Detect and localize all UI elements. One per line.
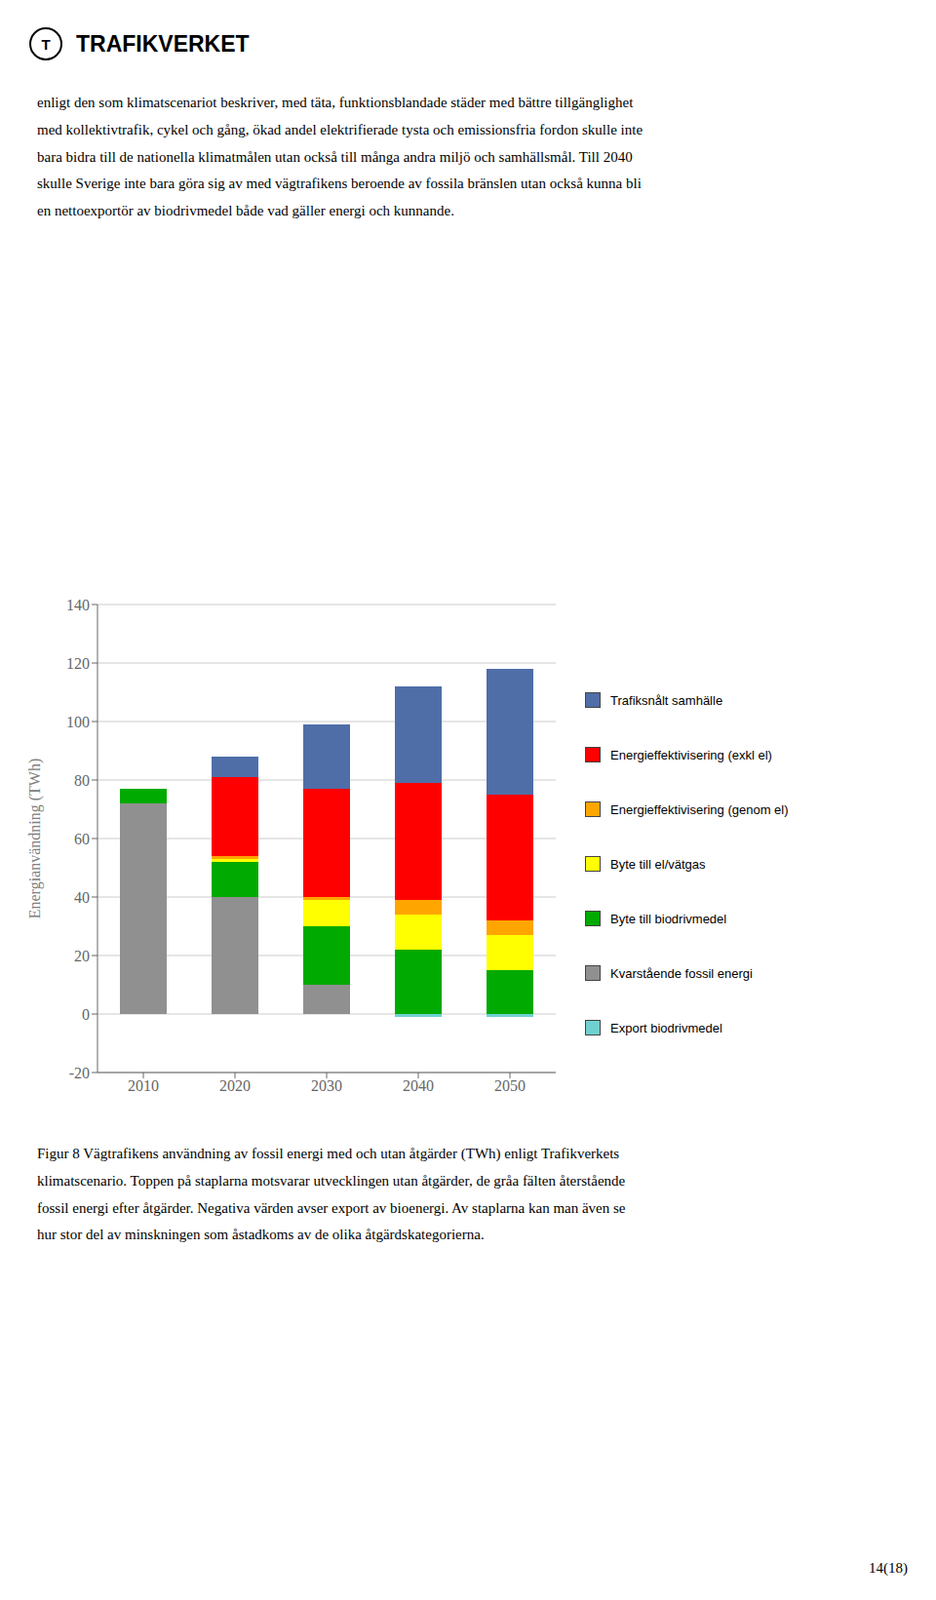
html-text:Energieffektivisering (exkl el: Energieffektivisering (exkl el) [610, 747, 773, 762]
html-text:Export biodrivmedel: Export biodrivmedel [610, 1020, 723, 1035]
svg-text:20: 20 [74, 947, 90, 965]
svg-text:2040: 2040 [402, 1077, 434, 1094]
html-text:T: T [41, 35, 51, 53]
svg-text:2010: 2010 [127, 1077, 159, 1094]
html-text:TRAFIKVERKET: TRAFIKVERKET [76, 30, 250, 57]
html-text:Trafiksnålt samhälle: Trafiksnålt samhälle [610, 692, 723, 708]
html-text:Energieffektivisering (genom e: Energieffektivisering (genom el) [610, 801, 789, 817]
html-text:Byte till biodrivmedel: Byte till biodrivmedel [610, 911, 727, 926]
svg-text:2030: 2030 [311, 1077, 343, 1094]
svg-text:120: 120 [66, 655, 90, 672]
svg-text:40: 40 [74, 889, 90, 906]
html-text:Figur 8 Vägtrafikens användnin: Figur 8 Vägtrafikens användning av fossi… [37, 1145, 626, 1243]
svg-text:60: 60 [74, 830, 90, 848]
svg-text:0: 0 [81, 1006, 90, 1023]
html-text:Byte till el/vätgas: Byte till el/vätgas [610, 856, 706, 872]
svg-text:2020: 2020 [219, 1077, 251, 1094]
svg-text:Energianvändning (TWh): Energianvändning (TWh) [26, 758, 44, 920]
html-text:Kvarstående fossil energi: Kvarstående fossil energi [610, 965, 753, 981]
svg-text:2050: 2050 [494, 1077, 526, 1094]
svg-text:100: 100 [66, 713, 90, 731]
svg-text:-20: -20 [69, 1064, 90, 1082]
svg-text:140: 140 [66, 596, 90, 614]
svg-text:80: 80 [74, 772, 90, 789]
html-text:14(18): 14(18) [868, 1560, 908, 1576]
html-text:enligt den som klimatscenariot: enligt den som klimatscenariot beskriver… [37, 94, 643, 219]
